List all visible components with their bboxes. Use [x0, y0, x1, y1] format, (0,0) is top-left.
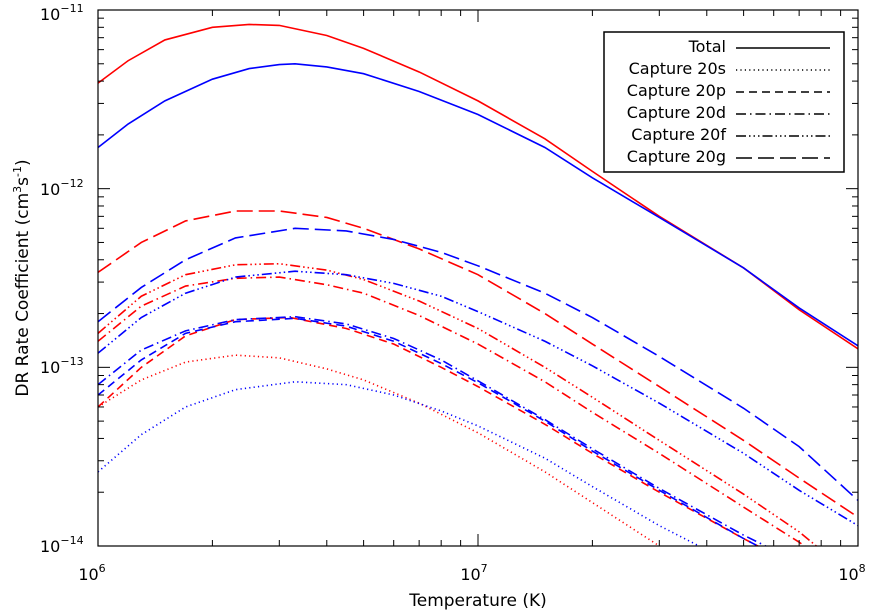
legend-label: Capture 20p [627, 81, 726, 100]
legend-label: Capture 20s [629, 59, 726, 78]
tick-layer [97, 9, 859, 547]
y-tick-label: 10−14 [40, 534, 84, 556]
x-axis-title: Temperature (K) [408, 591, 547, 611]
series-line-blue-dotted [98, 380, 701, 546]
series-line-blue-dashed [98, 317, 760, 546]
y-tick-label: 10−11 [40, 2, 84, 24]
series-line-red-longdash [98, 210, 858, 518]
x-tick-label: 106 [78, 562, 105, 584]
legend-label: Capture 20d [627, 103, 726, 122]
x-tick-label: 107 [460, 562, 487, 584]
series-line-blue-dashdotdotdot [98, 270, 858, 527]
y-tick-label: 10−13 [40, 355, 84, 377]
series-line-blue-dashdot [98, 315, 768, 546]
series-line-blue-solid [98, 62, 858, 347]
y-axis-title: DR Rate Coefficient (cm3s-1) [11, 159, 33, 396]
series-layer [98, 23, 858, 546]
legend-box [603, 31, 845, 173]
y-tick-labels: 10−14 10−13 10−12 10−11 [40, 2, 84, 556]
x-tick-label: 108 [838, 562, 865, 584]
y-tick-label: 10−12 [40, 177, 84, 199]
legend-items: Total Capture 20s Capture 20p Capture 20… [627, 37, 830, 166]
series-line-red-dashdot [98, 276, 807, 546]
x-tick-labels: 106 107 108 [78, 562, 865, 584]
series-line-red-dotted [98, 354, 661, 546]
legend-label: Capture 20g [627, 147, 726, 166]
legend-label: Capture 20f [631, 125, 726, 144]
legend: Total Capture 20s Capture 20p Capture 20… [603, 31, 845, 173]
legend-label: Total [688, 37, 726, 56]
series-line-blue-longdash [98, 227, 858, 501]
series-line-red-dashdotdotdot [98, 262, 818, 546]
series-line-red-dashed [98, 316, 760, 546]
